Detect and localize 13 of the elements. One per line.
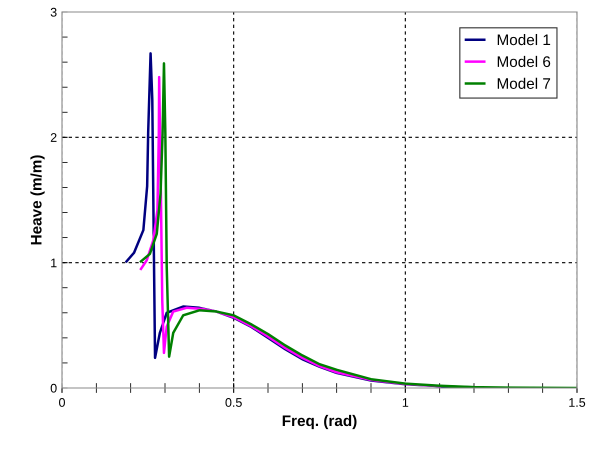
x-tick-label: 0.5 xyxy=(225,398,242,407)
legend-label: Model 1 xyxy=(498,34,550,46)
y-tick-label: 0 xyxy=(50,384,57,393)
y-tick-label: 2 xyxy=(50,133,57,142)
x-tick-label: 0 xyxy=(59,398,65,407)
x-axis-title: Freq. (rad) xyxy=(282,414,357,430)
x-tick-label: 1.5 xyxy=(569,398,586,407)
legend-label: Model 6 xyxy=(498,56,550,68)
y-tick-label: 3 xyxy=(50,8,57,17)
legend-label: Model 7 xyxy=(498,78,550,89)
x-tick-label: 1 xyxy=(402,398,408,407)
y-tick-label: 1 xyxy=(51,258,57,268)
y-axis-title: Heave (m/m) xyxy=(30,155,45,244)
